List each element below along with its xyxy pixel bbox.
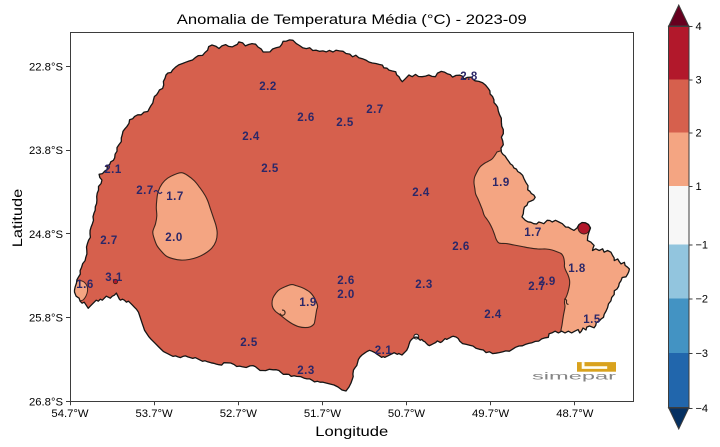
svg-text:1.6: 1.6 [76, 279, 94, 291]
svg-text:−3: −3 [696, 348, 709, 360]
svg-text:50.7°W: 50.7°W [388, 408, 426, 420]
svg-text:2.6: 2.6 [337, 275, 355, 287]
svg-text:2.7: 2.7 [136, 185, 154, 197]
svg-text:2.0: 2.0 [337, 289, 355, 301]
svg-text:52.7°W: 52.7°W [220, 408, 258, 420]
svg-text:1.9: 1.9 [492, 177, 510, 189]
svg-text:1.7: 1.7 [524, 227, 542, 239]
svg-text:−1: −1 [696, 240, 709, 252]
svg-text:1.7: 1.7 [166, 191, 184, 203]
svg-text:53.7°W: 53.7°W [136, 408, 174, 420]
svg-text:simepar: simepar [532, 370, 617, 382]
svg-text:4: 4 [696, 21, 702, 33]
svg-text:24.8°S: 24.8°S [29, 229, 64, 241]
svg-text:2.1: 2.1 [104, 164, 122, 176]
svg-text:Latitude: Latitude [9, 189, 25, 248]
svg-text:2.4: 2.4 [242, 131, 260, 143]
svg-text:1.8: 1.8 [568, 263, 586, 275]
svg-text:2.0: 2.0 [165, 232, 183, 244]
svg-text:2.7: 2.7 [366, 104, 384, 116]
svg-text:−4: −4 [696, 403, 709, 415]
svg-text:2.8: 2.8 [460, 71, 478, 83]
svg-text:54.7°W: 54.7°W [51, 408, 89, 420]
svg-text:Anomalia de Temperatura Média: Anomalia de Temperatura Média (°C) - 202… [177, 11, 527, 27]
svg-text:2.5: 2.5 [336, 117, 354, 129]
svg-text:49.7°W: 49.7°W [472, 408, 510, 420]
svg-text:2.7: 2.7 [100, 235, 118, 247]
svg-text:51.7°W: 51.7°W [304, 408, 342, 420]
svg-text:2.4: 2.4 [412, 187, 430, 199]
svg-text:2.6: 2.6 [452, 241, 470, 253]
svg-text:1: 1 [696, 181, 702, 193]
svg-text:−2: −2 [696, 294, 709, 306]
svg-text:2.3: 2.3 [297, 365, 315, 377]
svg-text:48.7°W: 48.7°W [556, 408, 594, 420]
svg-text:2.9: 2.9 [538, 276, 556, 288]
svg-text:23.8°S: 23.8°S [29, 145, 64, 157]
svg-text:2.2: 2.2 [259, 81, 277, 93]
svg-text:2.7: 2.7 [528, 281, 546, 293]
svg-text:1.9: 1.9 [299, 297, 317, 309]
svg-text:2.4: 2.4 [484, 309, 502, 321]
svg-text:26.8°S: 26.8°S [29, 396, 64, 408]
svg-text:2.1: 2.1 [375, 345, 393, 357]
svg-text:3.1: 3.1 [105, 272, 123, 284]
svg-text:2.6: 2.6 [297, 112, 315, 124]
svg-text:22.8°S: 22.8°S [29, 61, 64, 73]
svg-text:2.5: 2.5 [261, 163, 279, 175]
svg-text:2: 2 [696, 128, 702, 140]
svg-text:1.5: 1.5 [583, 314, 601, 326]
svg-text:Longitude: Longitude [315, 423, 388, 439]
svg-text:3: 3 [696, 75, 702, 87]
svg-text:2.3: 2.3 [415, 279, 433, 291]
svg-text:25.8°S: 25.8°S [29, 313, 64, 325]
svg-text:2.5: 2.5 [240, 337, 258, 349]
